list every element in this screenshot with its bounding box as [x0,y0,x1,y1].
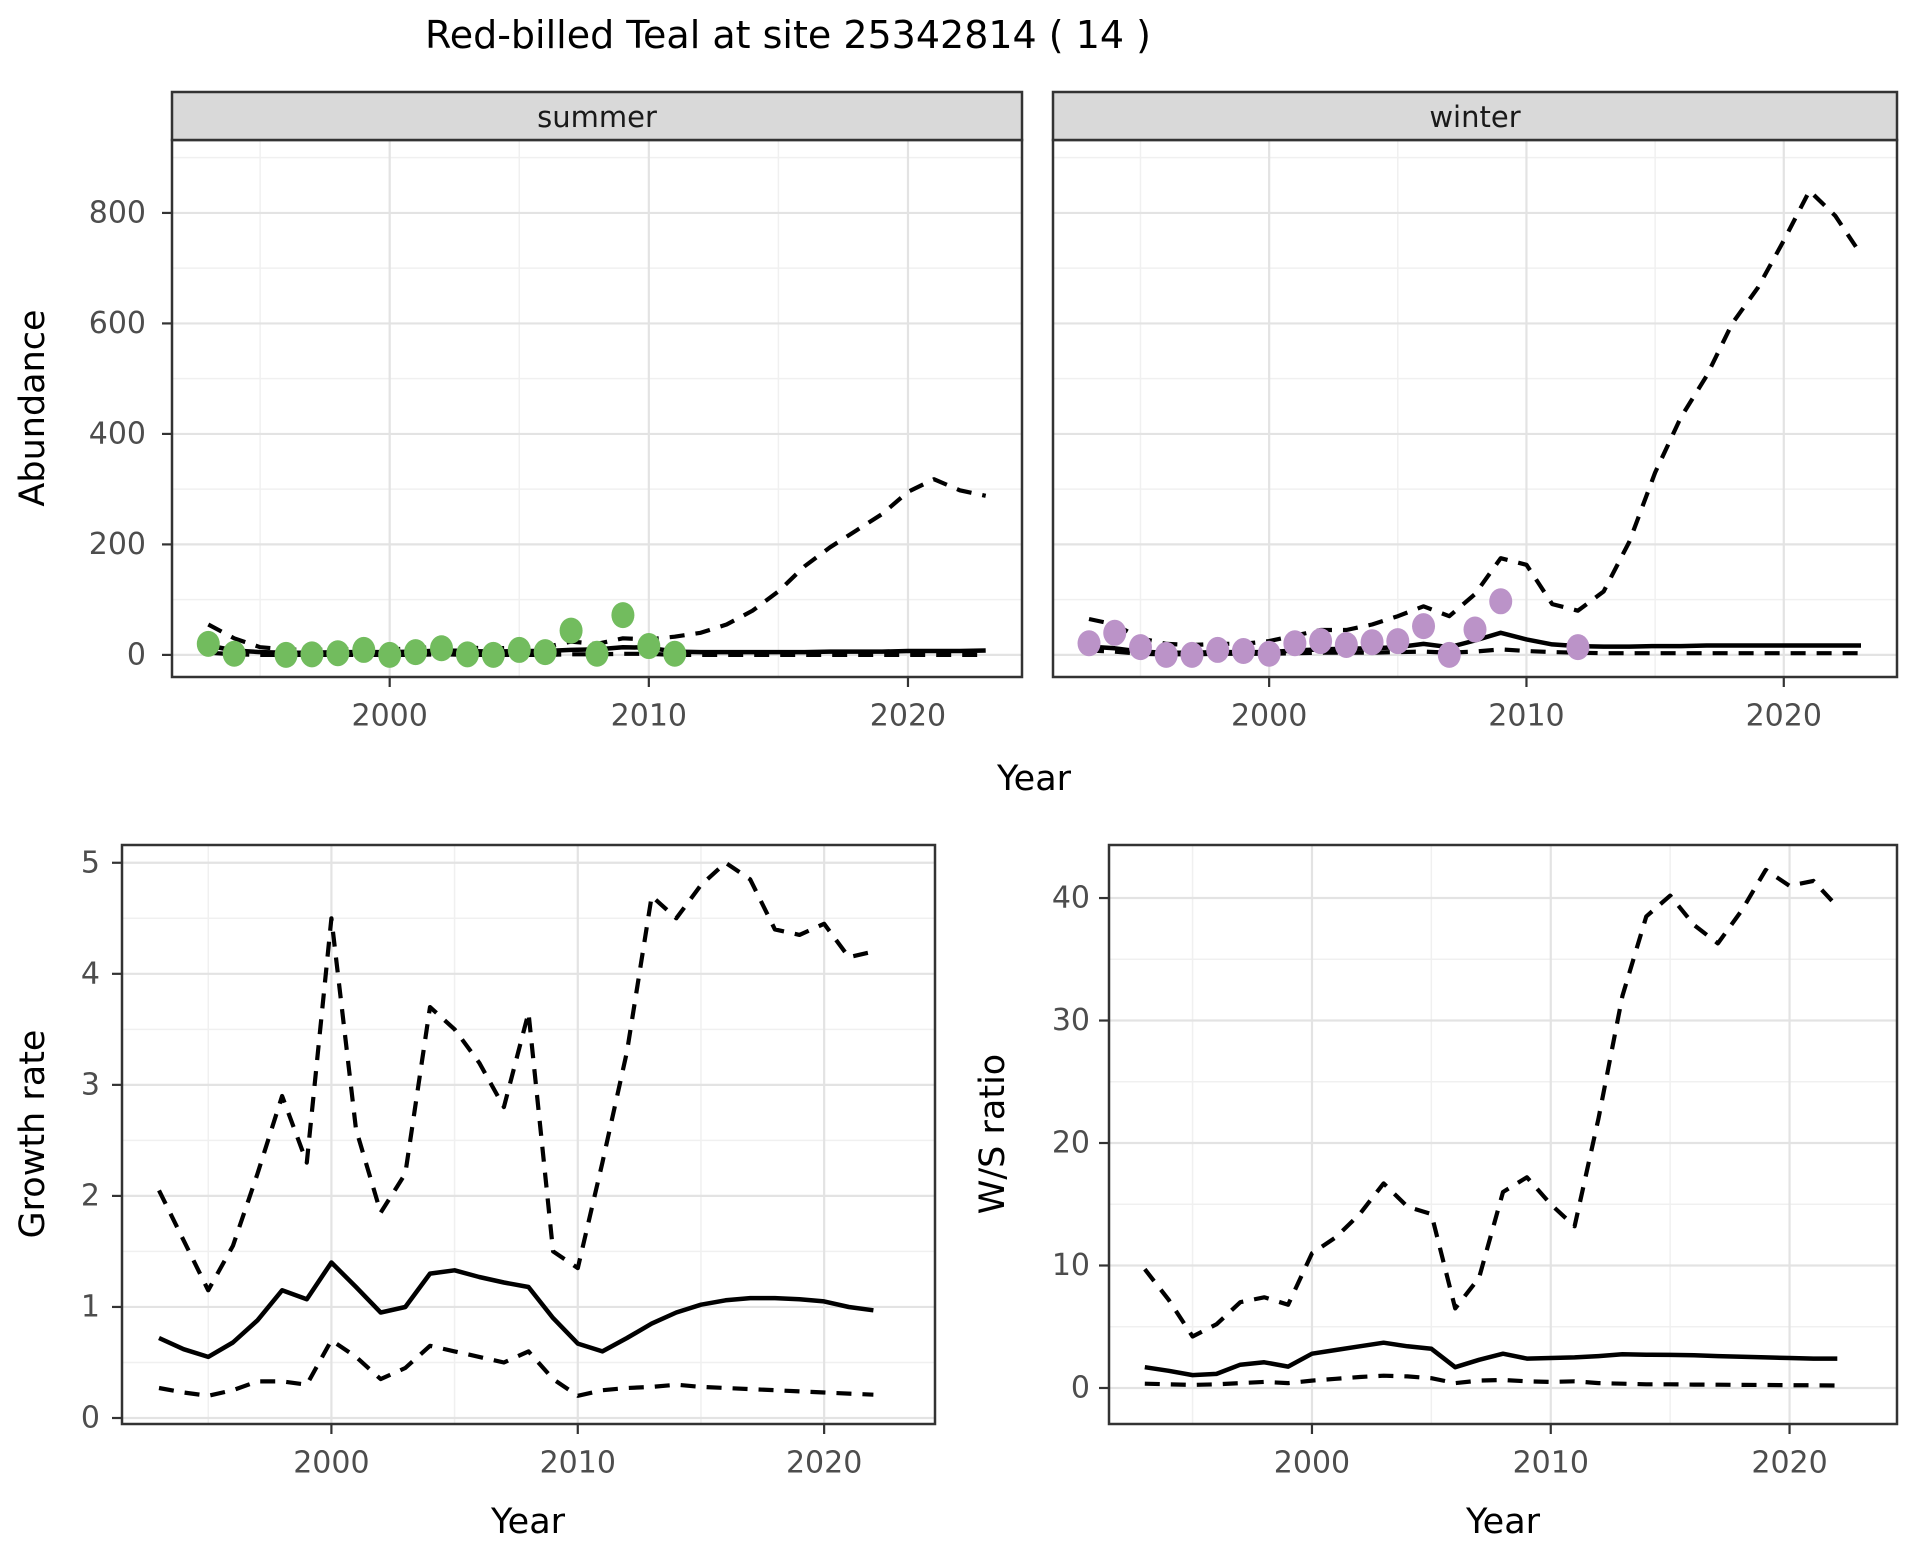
summer-abundance-observation-point [274,641,298,668]
growth-year-axis-title: Year [490,1502,566,1542]
winter-abundance-observation-point [1386,628,1410,655]
summer-abundance-observation-point [378,641,402,668]
x-tick-label: 2000 [1274,1446,1350,1481]
panel-border [120,843,937,1426]
panel-summer-abundance: summer 2000 2010 2020 0 200 400 600 800 [89,90,1024,734]
y-tick-label: 0 [127,637,146,672]
summer-abundance-observation-point [481,641,505,668]
y-tick-label: 800 [89,195,146,230]
x-tick-label: 2010 [1488,699,1564,734]
growth-rate-upper-ci-line [157,860,874,1293]
summer-abundance-observation-point [455,641,479,668]
x-tick-label: 2020 [870,699,946,734]
growth-rate-axis-title: Growth rate [13,1030,53,1239]
summer-abundance-observation-point [300,641,324,668]
summer-abundance-observation-point [663,640,687,667]
summer-abundance-observation-point [430,635,454,662]
ws-ratio-model-fit-line [1144,1340,1838,1378]
x-tick-label: 2020 [1746,699,1822,734]
y-tick-label: 2 [81,1178,100,1213]
x-tick-label: 2020 [1751,1446,1827,1481]
winter-abundance-observation-point [1180,641,1204,668]
x-tick-label: 2000 [1231,699,1307,734]
x-tick-label: 2020 [786,1446,862,1481]
summer-abundance-observation-point [222,640,246,667]
summer-abundance-observation-point [637,633,661,660]
summer-abundance-observation-point [585,640,609,667]
panel-growth-rate: 2000 2010 2020 0 1 2 3 4 5 [81,843,937,1481]
winter-abundance-observation-point [1463,616,1487,643]
top-year-axis-title: Year [996,759,1072,799]
x-tick-label: 2000 [293,1446,369,1481]
panel-background [1109,845,1897,1424]
winter-abundance-observation-point [1334,631,1358,658]
panel-background [1053,140,1897,677]
abundance-axis-title: Abundance [13,309,53,506]
facet-strip-label-winter: winter [1429,100,1520,134]
summer-abundance-observation-point [404,639,428,666]
winter-abundance-observation-point [1128,634,1152,661]
x-tick-label: 2010 [1513,1446,1589,1481]
y-tick-label: 200 [89,527,146,562]
winter-abundance-observation-point [1437,641,1461,668]
winter-abundance-observation-point [1077,630,1101,657]
y-tick-label: 10 [1052,1248,1090,1283]
y-tick-label: 3 [81,1067,100,1102]
facet-strip [1051,90,1899,142]
panel-ws-ratio: 2000 2010 2020 0 10 20 30 40 [1052,843,1899,1481]
y-tick-label: 400 [89,416,146,451]
summer-abundance-observation-point [559,617,583,644]
y-tick-label: 4 [81,956,100,991]
y-tick-label: 5 [81,845,100,880]
y-tick-label: 40 [1052,881,1090,916]
facet-strip [170,90,1024,142]
y-tick-label: 1 [81,1289,100,1324]
x-tick-label: 2010 [611,699,687,734]
summer-abundance-observation-point [533,639,557,666]
y-tick-label: 600 [89,306,146,341]
panel-border [1107,843,1899,1426]
winter-abundance-observation-point [1257,640,1281,667]
facet-strip-label-summer: summer [537,100,657,134]
winter-abundance-observation-point [1103,619,1127,646]
ws-year-axis-title: Year [1465,1502,1541,1542]
y-tick-label: 30 [1052,1003,1090,1038]
panel-winter-abundance: winter 2000 2010 2020 [1051,90,1899,734]
summer-abundance-observation-point [611,602,635,629]
winter-abundance-observation-point [1206,636,1230,663]
y-tick-label: 0 [1071,1370,1090,1405]
winter-abundance-observation-point [1154,641,1178,668]
ws-ratio-upper-ci-line [1143,867,1839,1339]
y-tick-label: 20 [1052,1126,1090,1161]
summer-abundance-observation-point [507,636,531,663]
figure-title: Red-billed Teal at site 25342814 ( 14 ) [425,13,1151,57]
summer-abundance-observation-point [326,640,350,667]
ws-ratio-axis-title: W/S ratio [973,1054,1013,1214]
panel-background [172,140,1022,677]
winter-abundance-observation-point [1566,634,1590,661]
winter-abundance-observation-point [1309,628,1333,655]
winter-abundance-observation-point [1360,629,1384,656]
growth-rate-model-fit-line [158,1260,874,1360]
y-tick-label: 0 [81,1401,100,1436]
winter-abundance-observation-point [1489,588,1513,615]
panel-background [122,845,935,1424]
summer-abundance-observation-point [352,636,376,663]
summer-abundance-observation-point [196,630,220,657]
x-tick-label: 2010 [540,1446,616,1481]
winter-abundance-observation-point [1412,613,1436,640]
x-tick-label: 2000 [352,699,428,734]
winter-abundance-observation-point [1231,638,1255,665]
winter-abundance-observation-point [1283,630,1307,657]
ws-ratio-lower-ci-line [1144,1373,1838,1388]
